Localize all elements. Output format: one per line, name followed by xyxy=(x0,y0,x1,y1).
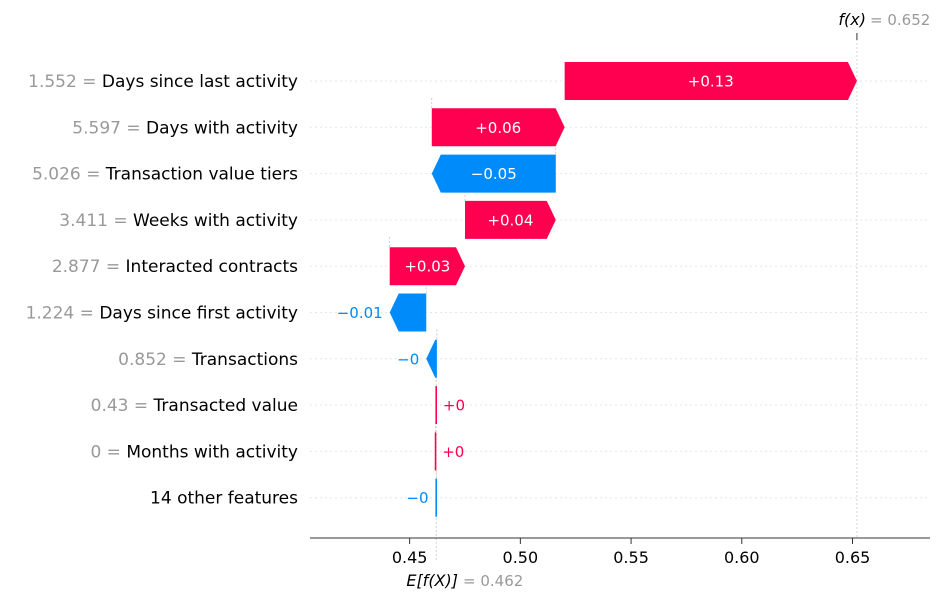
feature-name: Months with activity xyxy=(126,442,298,462)
feature-name: Transaction value tiers xyxy=(105,165,298,185)
contribution-label: +0.04 xyxy=(487,211,533,229)
feature-label: 1.224 = Days since first activity xyxy=(26,304,298,324)
fx-label: f(x) xyxy=(838,10,866,29)
contribution-label: +0.03 xyxy=(404,258,450,276)
feature-value: 2.877 = xyxy=(52,257,126,277)
bars xyxy=(389,62,857,517)
feature-label: 14 other features xyxy=(150,489,298,509)
output-annotation: f(x) = 0.652 xyxy=(838,10,930,29)
feature-name: Days since last activity xyxy=(102,72,298,92)
contribution-label: +0.06 xyxy=(475,119,521,137)
feature-label: 5.597 = Days with activity xyxy=(72,118,298,138)
contribution-label: −0 xyxy=(406,489,428,507)
shap-bar xyxy=(389,247,465,286)
feature-name: Interacted contracts xyxy=(126,257,299,277)
feature-name: 14 other features xyxy=(150,489,298,509)
feature-value: 5.026 = xyxy=(32,165,106,185)
shap-bar xyxy=(465,200,556,239)
contribution-label: −0.05 xyxy=(471,165,517,183)
feature-label: 0 = Months with activity xyxy=(90,442,298,462)
feature-value: 0 = xyxy=(90,442,126,462)
x-tick-label: 0.45 xyxy=(392,548,428,567)
feature-label: 2.877 = Interacted contracts xyxy=(52,257,298,277)
feature-value: 5.597 = xyxy=(72,118,146,138)
contribution-label: −0.01 xyxy=(337,304,383,322)
shap-bar xyxy=(435,386,438,425)
shap-bar xyxy=(434,432,437,471)
x-tick-label: 0.65 xyxy=(835,548,871,567)
x-tick-label: 0.50 xyxy=(503,548,539,567)
shap-bar xyxy=(564,62,857,100)
feature-label: 0.852 = Transactions xyxy=(118,350,298,370)
fx-value: = 0.652 xyxy=(870,11,930,29)
feature-name: Weeks with activity xyxy=(133,211,298,231)
feature-label: 3.411 = Weeks with activity xyxy=(59,211,298,231)
feature-name: Transacted value xyxy=(153,396,298,416)
shap-bar xyxy=(435,478,438,517)
feature-value: 3.411 = xyxy=(59,211,133,231)
x-ticks: 0.45 0.50 0.55 0.60 0.65 xyxy=(392,538,870,567)
base-value: = 0.462 xyxy=(463,572,523,590)
x-tick-label: 0.60 xyxy=(724,548,760,567)
feature-labels: +0.13 1.552 = Days since last activity +0.… xyxy=(26,72,734,509)
feature-value: 0.852 = xyxy=(118,350,192,370)
feature-value: 1.224 = xyxy=(26,304,100,324)
contribution-label: −0 xyxy=(397,350,419,368)
feature-name: Transactions xyxy=(191,350,298,370)
contribution-label: +0.13 xyxy=(688,73,734,91)
contribution-label: +0 xyxy=(442,443,464,461)
contribution-label: +0 xyxy=(443,397,465,415)
base-label: E[f(X)] xyxy=(406,571,458,590)
feature-label: 5.026 = Transaction value tiers xyxy=(32,165,298,185)
feature-value: 0.43 = xyxy=(91,396,154,416)
shap-bar xyxy=(389,293,427,332)
feature-name: Days since first activity xyxy=(99,304,298,324)
feature-value: 1.552 = xyxy=(28,72,102,92)
shap-bar xyxy=(426,339,437,378)
feature-name: Days with activity xyxy=(146,118,298,138)
x-tick-label: 0.55 xyxy=(613,548,649,567)
base-annotation: E[f(X)] = 0.462 xyxy=(406,571,523,590)
shap-bar xyxy=(431,154,556,193)
feature-label: 0.43 = Transacted value xyxy=(91,396,298,416)
feature-label: 1.552 = Days since last activity xyxy=(28,72,298,92)
shap-bar xyxy=(431,108,565,147)
